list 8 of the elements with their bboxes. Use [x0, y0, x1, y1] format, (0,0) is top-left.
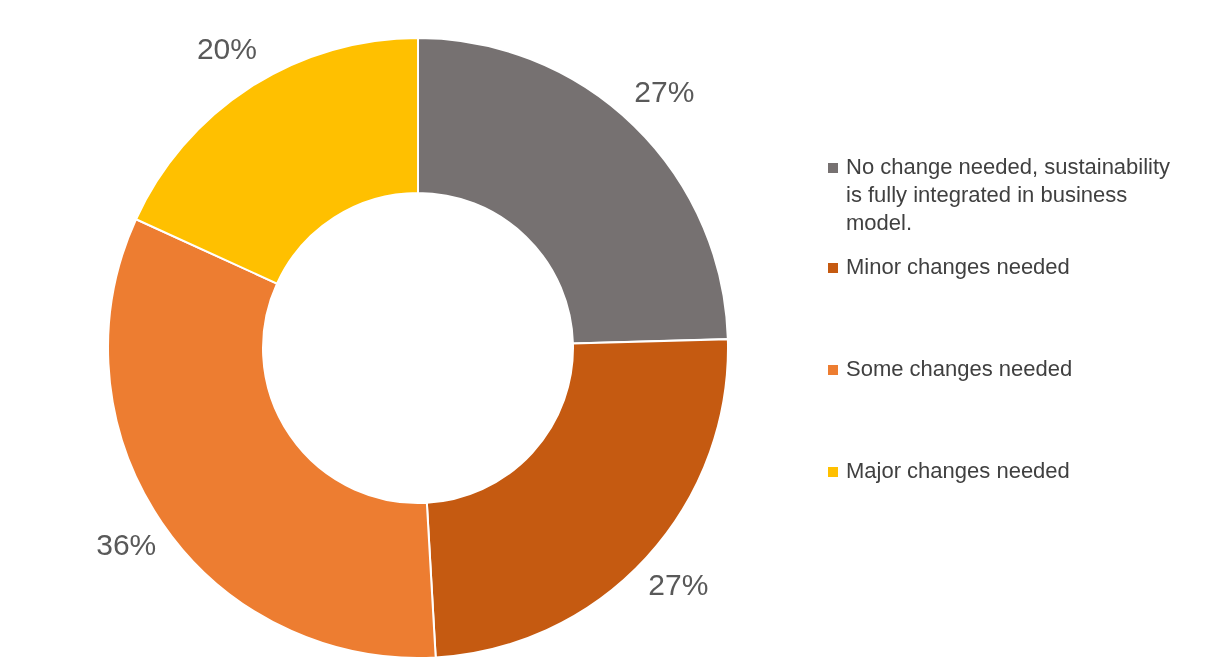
legend-label: Some changes needed	[846, 355, 1073, 381]
data-label: 20%	[196, 31, 257, 65]
legend-label: No change needed, sustainability is fully integrated in business model.	[846, 153, 1171, 235]
data-label: 27%	[634, 75, 695, 109]
legend-label: Minor changes needed	[846, 253, 1070, 279]
data-label: 27%	[648, 567, 709, 601]
legend-label: Major changes needed	[846, 457, 1070, 483]
data-label: 36%	[96, 528, 157, 562]
